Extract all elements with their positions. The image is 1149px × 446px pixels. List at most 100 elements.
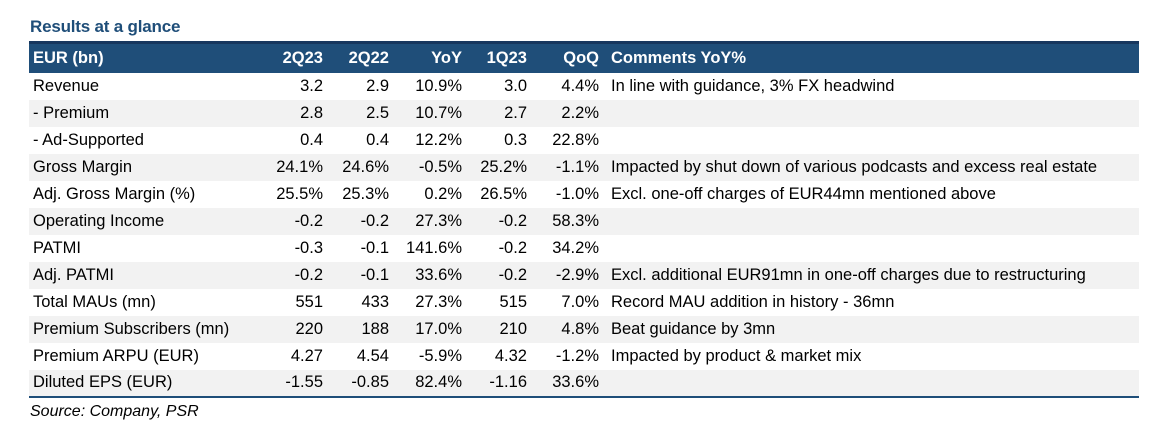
- cell-comment: Excl. one-off charges of EUR44mn mention…: [611, 184, 996, 203]
- cell-2q22: 188: [361, 319, 389, 338]
- source-note: Source: Company, PSR: [30, 403, 199, 420]
- table-header-row: EUR (bn) 2Q23 2Q22 YoY 1Q23 QoQ Comments…: [29, 41, 1139, 73]
- cell-yoy: 27.3%: [415, 292, 462, 311]
- table-row: Total MAUs (mn) 551 433 27.3% 515 7.0% Record …: [29, 289, 1139, 316]
- cell-1q23: 0.3: [504, 130, 527, 149]
- table-row: - Premium 2.8 2.5 10.7% 2.7 2.2%: [29, 99, 1139, 127]
- table-row: - Ad-Supported 0.4 0.4 12.2% 0.3 22.8%: [29, 127, 1139, 154]
- results-table: EUR (bn) 2Q23 2Q22 YoY 1Q23 QoQ Comments…: [29, 41, 1139, 398]
- cell-2q23: -0.2: [294, 265, 323, 284]
- table-row: Revenue 3.2 2.9 10.9% 3.0 4.4% In line with gu…: [29, 73, 1139, 100]
- cell-yoy: 10.7%: [415, 103, 462, 122]
- cell-qoq: 7.0%: [561, 292, 599, 311]
- cell-1q23: 210: [499, 319, 527, 338]
- column-header-2q23: 2Q23: [257, 41, 327, 73]
- table-body: Revenue 3.2 2.9 10.9% 3.0 4.4% In line with gu…: [29, 73, 1139, 397]
- row-label: Gross Margin: [33, 157, 133, 176]
- cell-yoy: 0.2%: [424, 184, 462, 203]
- cell-yoy: 10.9%: [415, 76, 462, 95]
- column-header-1q23: 1Q23: [466, 41, 531, 73]
- cell-comment: [603, 235, 1139, 262]
- cell-yoy: 141.6%: [406, 238, 462, 257]
- cell-yoy: 27.3%: [415, 211, 462, 230]
- row-label: Adj. PATMI: [33, 265, 114, 284]
- cell-2q23: 24.1%: [276, 157, 323, 176]
- column-header-qoq: QoQ: [531, 41, 603, 73]
- results-table-container: EUR (bn) 2Q23 2Q22 YoY 1Q23 QoQ Comments…: [29, 41, 1139, 398]
- row-label: Adj. Gross Margin (%): [33, 184, 196, 203]
- cell-yoy: -0.5%: [418, 157, 462, 176]
- cell-comment: Impacted by product & market mix: [611, 346, 862, 365]
- cell-2q23: 2.8: [300, 103, 323, 122]
- cell-qoq: -2.9%: [555, 265, 599, 284]
- cell-yoy: 82.4%: [415, 373, 462, 391]
- row-label: Premium Subscribers (mn): [33, 319, 230, 338]
- cell-qoq: -1.0%: [555, 184, 599, 203]
- cell-1q23: 515: [499, 292, 527, 311]
- cell-1q23: 26.5%: [480, 184, 527, 203]
- cell-1q23: 4.32: [494, 346, 527, 365]
- cell-2q23: 3.2: [300, 76, 323, 95]
- cell-yoy: 17.0%: [415, 319, 462, 338]
- column-header-comments: Comments YoY%: [603, 41, 1139, 73]
- cell-2q23: 220: [295, 319, 323, 338]
- cell-2q22: 24.6%: [342, 157, 389, 176]
- table-row: Operating Income -0.2 -0.2 27.3% -0.2 58.3%: [29, 207, 1139, 235]
- cell-2q22: -0.2: [360, 211, 389, 230]
- row-label: Operating Income: [33, 211, 165, 230]
- row-label: Revenue: [33, 76, 100, 95]
- cell-qoq: -1.2%: [555, 346, 599, 365]
- table-title: Results at a glance: [30, 17, 181, 36]
- cell-1q23: 2.7: [504, 103, 527, 122]
- cell-1q23: -0.2: [498, 211, 527, 230]
- cell-1q23: 25.2%: [480, 157, 527, 176]
- row-label: Premium ARPU (EUR): [33, 346, 199, 365]
- cell-qoq: 4.8%: [561, 319, 599, 338]
- column-header-yoy: YoY: [393, 41, 466, 73]
- cell-qoq: -1.1%: [555, 157, 599, 176]
- row-label: PATMI: [33, 238, 81, 257]
- cell-2q22: 25.3%: [342, 184, 389, 203]
- cell-qoq: 22.8%: [552, 130, 599, 149]
- cell-2q23: 0.4: [300, 130, 323, 149]
- cell-qoq: 34.2%: [552, 238, 599, 257]
- cell-qoq: 2.2%: [561, 103, 599, 122]
- cell-qoq: 33.6%: [552, 373, 599, 391]
- table-row: PATMI -0.3 -0.1 141.6% -0.2 34.2%: [29, 235, 1139, 262]
- cell-yoy: 12.2%: [415, 130, 462, 149]
- column-header-2q22: 2Q22: [327, 41, 393, 73]
- cell-2q22: 2.5: [366, 103, 389, 122]
- cell-1q23: 3.0: [504, 76, 527, 95]
- cell-comment: Excl. additional EUR91mn in one-off char…: [611, 265, 1086, 284]
- cell-2q22: -0.1: [360, 265, 389, 284]
- cell-comment: Impacted by shut down of various podcast…: [611, 157, 1098, 176]
- table-row: Premium ARPU (EUR) 4.27 4.54 -5.9% 4.32 -1.2%…: [29, 343, 1139, 370]
- cell-2q23: -0.2: [294, 211, 323, 230]
- cell-qoq: 4.4%: [561, 76, 599, 95]
- cell-comment: [603, 208, 1139, 235]
- cell-comment: [603, 370, 1139, 397]
- cell-comment: In line with guidance, 3% FX headwind: [611, 76, 895, 95]
- row-label: Diluted EPS (EUR): [33, 373, 173, 391]
- cell-yoy: -5.9%: [418, 346, 462, 365]
- cell-2q22: 4.54: [356, 346, 389, 365]
- table-row: Premium Subscribers (mn) 220 188 17.0% 210 4.…: [29, 315, 1139, 343]
- row-label: Total MAUs (mn): [33, 292, 156, 311]
- table-row: Diluted EPS (EUR) -1.55 -0.85 82.4% -1.16 33.…: [29, 369, 1139, 397]
- cell-qoq: 58.3%: [552, 211, 599, 230]
- cell-comment: Record MAU addition in history - 36mn: [611, 292, 895, 311]
- cell-2q23: 4.27: [290, 346, 323, 365]
- cell-2q22: 2.9: [366, 76, 389, 95]
- table-row: Adj. PATMI -0.2 -0.1 33.6% -0.2 -2.9% Excl. ad…: [29, 261, 1139, 289]
- row-label: - Ad-Supported: [33, 130, 144, 149]
- cell-2q22: -0.85: [351, 373, 389, 391]
- column-header-label: EUR (bn): [29, 41, 257, 73]
- cell-1q23: -1.16: [489, 373, 527, 391]
- cell-1q23: -0.2: [498, 238, 527, 257]
- cell-yoy: 33.6%: [415, 265, 462, 284]
- cell-2q23: 551: [295, 292, 323, 311]
- cell-2q23: -1.55: [285, 373, 323, 391]
- cell-2q22: -0.1: [360, 238, 389, 257]
- cell-2q23: 25.5%: [276, 184, 323, 203]
- table-row: Gross Margin 24.1% 24.6% -0.5% 25.2% -1.1% Imp…: [29, 153, 1139, 181]
